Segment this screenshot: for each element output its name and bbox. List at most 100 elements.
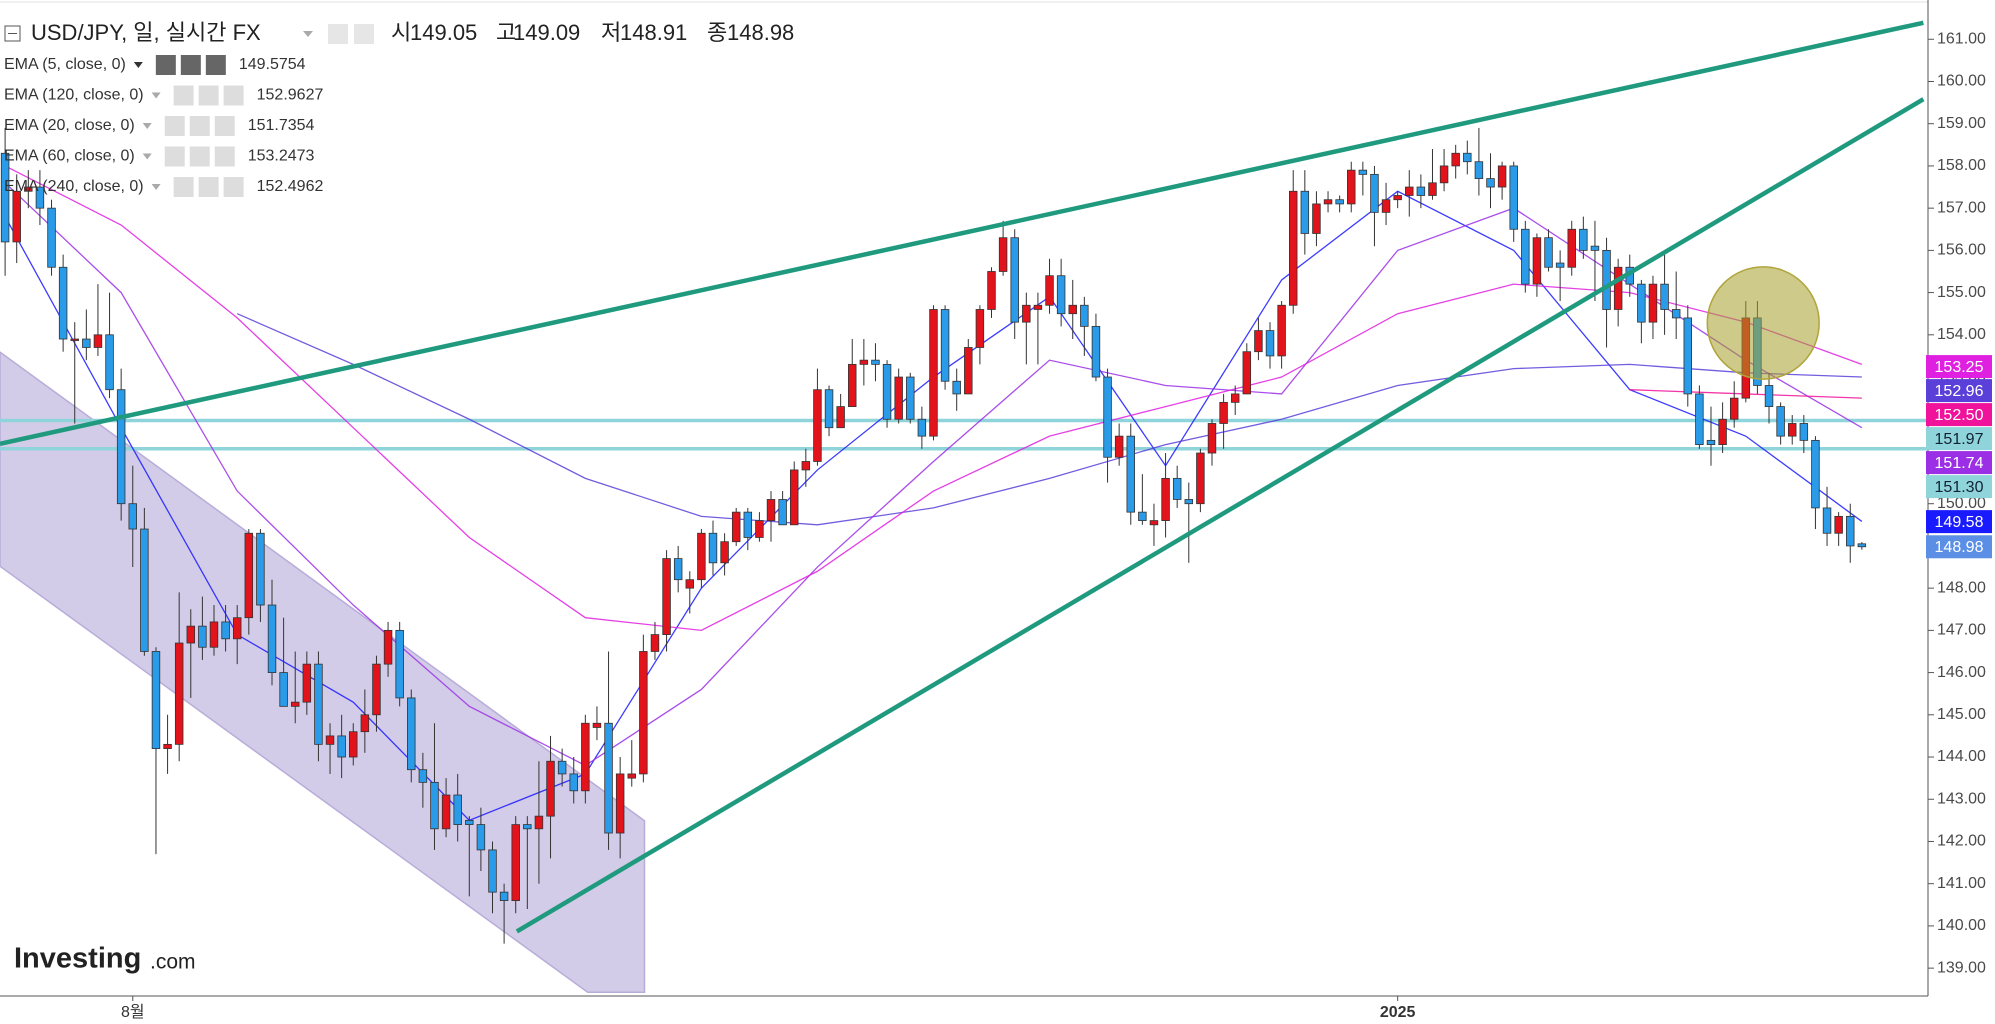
candle-body bbox=[93, 334, 103, 348]
indicator-value: 152.4962 bbox=[257, 178, 324, 195]
ohlc-value: 149.09 bbox=[513, 20, 580, 45]
y-tick-label: 158.00 bbox=[1937, 157, 1986, 174]
dropdown-arrow[interactable] bbox=[133, 62, 143, 68]
settings-icon[interactable] bbox=[198, 85, 219, 106]
indicator-name: EMA (60, close, 0) bbox=[4, 148, 135, 165]
dropdown-arrow[interactable] bbox=[151, 184, 161, 190]
candle-body bbox=[290, 701, 300, 707]
candle-body bbox=[1451, 152, 1460, 167]
candle-body bbox=[998, 237, 1008, 272]
candle-body bbox=[1358, 169, 1368, 175]
remove-icon[interactable] bbox=[205, 55, 226, 75]
visibility-icon[interactable] bbox=[173, 85, 194, 106]
candle-body bbox=[1683, 317, 1693, 395]
visibility-icon[interactable] bbox=[164, 146, 185, 167]
dropdown-arrow[interactable] bbox=[142, 123, 152, 129]
y-tick-label: 157.00 bbox=[1937, 199, 1986, 216]
candle-body bbox=[209, 621, 219, 648]
remove-icon[interactable] bbox=[214, 146, 235, 167]
candle-body bbox=[488, 849, 497, 893]
candle-body bbox=[1834, 515, 1843, 534]
price-label: 152.50 bbox=[1935, 407, 1984, 424]
candle-body bbox=[1648, 283, 1658, 323]
ohlc-key: 종 bbox=[707, 20, 727, 45]
visibility-icon[interactable] bbox=[173, 177, 194, 197]
candle-body bbox=[1126, 435, 1135, 513]
collapse-icon[interactable] bbox=[4, 25, 21, 42]
candle-body bbox=[1787, 423, 1797, 437]
candle-body bbox=[1579, 228, 1588, 251]
candle-body bbox=[1312, 203, 1321, 234]
settings-icon[interactable] bbox=[198, 177, 219, 197]
candle-body bbox=[0, 152, 10, 243]
candle-body bbox=[523, 824, 532, 830]
candle-body bbox=[789, 469, 799, 526]
candle-body bbox=[24, 186, 33, 192]
ohlc-key: 시 bbox=[391, 20, 411, 45]
price-label-box bbox=[1926, 535, 1992, 559]
candle-body bbox=[569, 773, 578, 792]
remove-icon[interactable] bbox=[223, 85, 244, 106]
dropdown-arrow[interactable] bbox=[142, 153, 152, 160]
y-axis: 139.00 140.00 141.00 142.00 143.00 144.00 145.… bbox=[1928, 30, 1986, 976]
candle-body bbox=[1080, 304, 1089, 327]
candle-body bbox=[105, 334, 114, 391]
candle-body bbox=[627, 773, 636, 779]
indicator-name: EMA (120, close, 0) bbox=[4, 87, 144, 104]
candle-body bbox=[755, 520, 764, 538]
candle-body bbox=[349, 731, 358, 758]
remove-icon[interactable] bbox=[223, 177, 244, 197]
candle-body bbox=[407, 697, 416, 771]
candle-body bbox=[174, 642, 184, 745]
candle-body bbox=[1416, 186, 1426, 196]
y-tick-label: 154.00 bbox=[1937, 326, 1986, 343]
y-tick-label: 156.00 bbox=[1937, 242, 1986, 259]
visibility-icon[interactable] bbox=[155, 55, 176, 75]
candle-body bbox=[256, 532, 265, 606]
watermark: Investing .com bbox=[14, 943, 196, 975]
price-label: 152.96 bbox=[1935, 383, 1984, 400]
remove-icon[interactable] bbox=[214, 116, 235, 136]
candle-body bbox=[1277, 304, 1286, 357]
plot-area bbox=[0, 20, 1928, 993]
y-tick-label: 148.00 bbox=[1937, 579, 1986, 596]
indicator-name: EMA (5, close, 0) bbox=[4, 56, 126, 73]
candle-body bbox=[743, 511, 753, 538]
candle-body bbox=[1706, 439, 1716, 445]
settings-icon[interactable] bbox=[180, 55, 201, 75]
candle-body bbox=[1300, 190, 1310, 234]
candle-body bbox=[557, 760, 567, 775]
candle-body bbox=[244, 532, 254, 619]
candle-body bbox=[1103, 376, 1112, 458]
visibility-icon[interactable] bbox=[164, 116, 185, 136]
watermark-domain: .com bbox=[150, 951, 196, 974]
settings-icon[interactable] bbox=[189, 146, 210, 167]
candle-body bbox=[1846, 515, 1855, 547]
x-tick-label: 2025 bbox=[1380, 1004, 1416, 1021]
candle-body bbox=[360, 714, 370, 733]
y-tick-label: 144.00 bbox=[1937, 748, 1986, 765]
candle-body bbox=[1161, 477, 1170, 521]
settings-icon[interactable] bbox=[189, 116, 210, 136]
candle-body bbox=[940, 309, 950, 382]
dropdown-arrow[interactable] bbox=[303, 31, 313, 37]
candle-body bbox=[1811, 439, 1820, 509]
price-label: 149.58 bbox=[1935, 514, 1984, 531]
indicator-name: EMA (20, close, 0) bbox=[4, 117, 135, 134]
candle-body bbox=[906, 376, 915, 420]
dropdown-arrow[interactable] bbox=[151, 92, 161, 99]
candle-body bbox=[1764, 385, 1774, 407]
ohlc-value: 148.98 bbox=[727, 20, 794, 45]
indicator-name: EMA (240, close, 0) bbox=[4, 178, 144, 195]
candle-body bbox=[1393, 195, 1402, 201]
candle-body bbox=[1184, 499, 1194, 505]
candle-body bbox=[128, 503, 137, 530]
candle-body bbox=[82, 338, 91, 348]
candle-body bbox=[116, 389, 126, 505]
chart-title: USD/JPY, 일, 실시간 FX bbox=[31, 20, 261, 45]
y-tick-label: 142.00 bbox=[1937, 833, 1986, 850]
indicator-value: 149.5754 bbox=[239, 56, 306, 73]
settings-icon[interactable] bbox=[354, 24, 374, 44]
candle-body bbox=[1114, 435, 1124, 458]
visibility-icon[interactable] bbox=[328, 24, 348, 44]
